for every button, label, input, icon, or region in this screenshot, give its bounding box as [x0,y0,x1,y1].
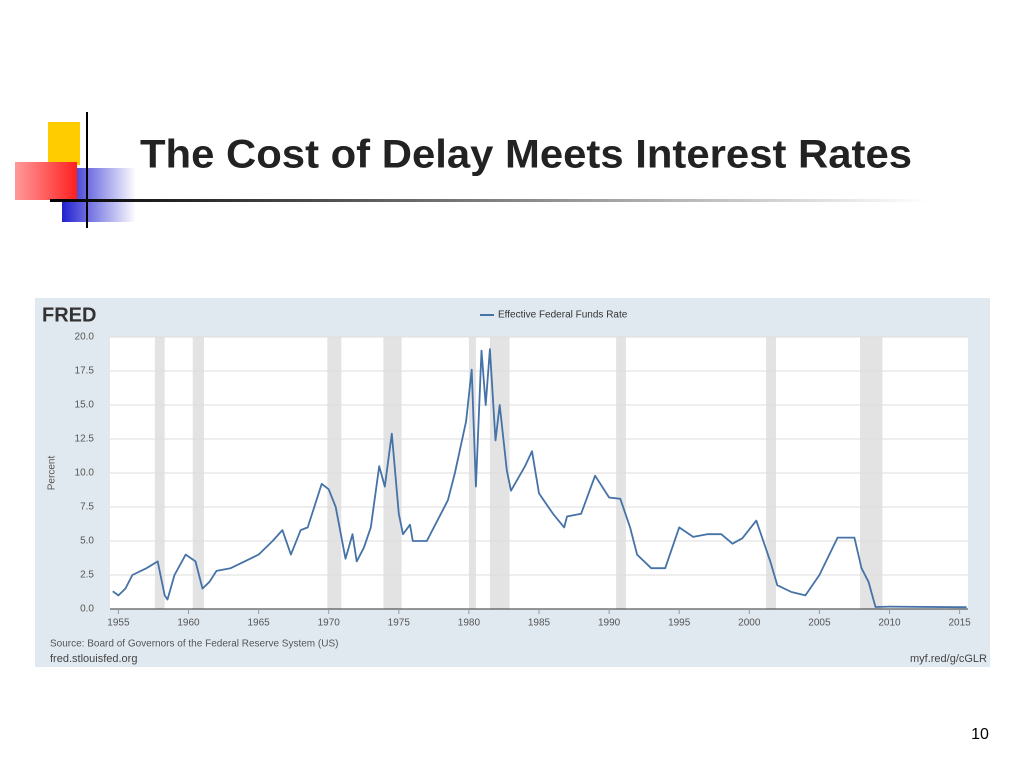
y-tick-label: 2.5 [80,570,94,581]
x-tick-label: 1985 [528,618,551,629]
x-tick-label: 1965 [247,618,270,629]
x-tick-label: 2015 [948,618,971,629]
brand-logo: FRED [42,304,96,326]
y-tick-label: 20.0 [75,332,95,343]
x-tick-label: 2010 [878,618,901,629]
slide-title: The Cost of Delay Meets Interest Rates [140,133,912,177]
y-tick-label: 10.0 [75,468,95,479]
x-tick-label: 1960 [177,618,200,629]
x-tick-label: 1980 [458,618,481,629]
y-tick-label: 17.5 [75,366,95,377]
site: fred.stlouisfed.org [50,653,137,665]
y-tick-label: 5.0 [80,536,94,547]
source: Source: Board of Governors of the Federa… [50,639,338,650]
deco-yellow [48,122,80,165]
y-axis-label: Percent [47,456,58,491]
deco-vline [86,112,88,228]
x-tick-label: 1995 [668,618,691,629]
legend-label: Effective Federal Funds Rate [498,310,628,321]
deco-red [15,162,77,200]
page-number: 10 [971,726,989,743]
deco-hline [50,199,930,202]
y-tick-label: 15.0 [75,400,95,411]
short-link: myf.red/g/cGLR [910,653,987,665]
x-tick-label: 1975 [388,618,411,629]
x-tick-label: 1955 [107,618,130,629]
y-tick-label: 0.0 [80,604,94,615]
x-tick-label: 2000 [738,618,761,629]
x-tick-label: 1990 [598,618,621,629]
y-tick-label: 7.5 [80,502,94,513]
chart: FRED Effective Federal Funds Rate Percen… [35,298,990,667]
x-tick-label: 1970 [318,618,341,629]
y-tick-label: 12.5 [75,434,95,445]
x-tick-label: 2005 [808,618,831,629]
series-line [112,348,967,609]
